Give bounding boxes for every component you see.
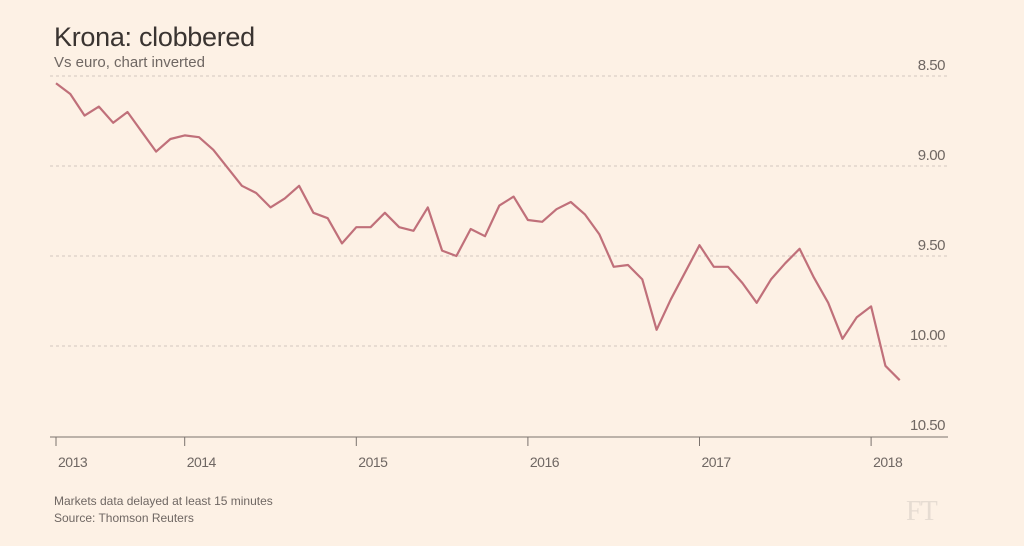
y-tick-label: 9.50 — [918, 237, 945, 254]
x-tick-label: 2015 — [358, 454, 388, 470]
chart-title: Krona: clobbered — [54, 22, 255, 52]
footer-source: Source: Thomson Reuters — [54, 511, 194, 525]
chart-subtitle: Vs euro, chart inverted — [54, 54, 205, 71]
ft-logo: FT — [906, 496, 938, 527]
x-tick-label: 2014 — [187, 454, 217, 470]
y-tick-label: 10.50 — [910, 417, 945, 434]
series-line — [55, 82, 901, 381]
x-tick-label: 2013 — [58, 454, 88, 470]
y-tick-label: 10.00 — [910, 327, 945, 344]
x-tick-label: 2017 — [702, 454, 732, 470]
footer-note: Markets data delayed at least 15 minutes — [54, 494, 273, 508]
y-tick-label: 8.50 — [918, 57, 945, 74]
y-tick-label: 9.00 — [918, 147, 945, 164]
x-tick-label: 2016 — [530, 454, 560, 470]
x-tick-label: 2018 — [873, 454, 903, 470]
